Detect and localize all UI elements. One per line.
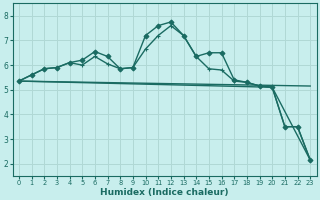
X-axis label: Humidex (Indice chaleur): Humidex (Indice chaleur) [100, 188, 229, 197]
